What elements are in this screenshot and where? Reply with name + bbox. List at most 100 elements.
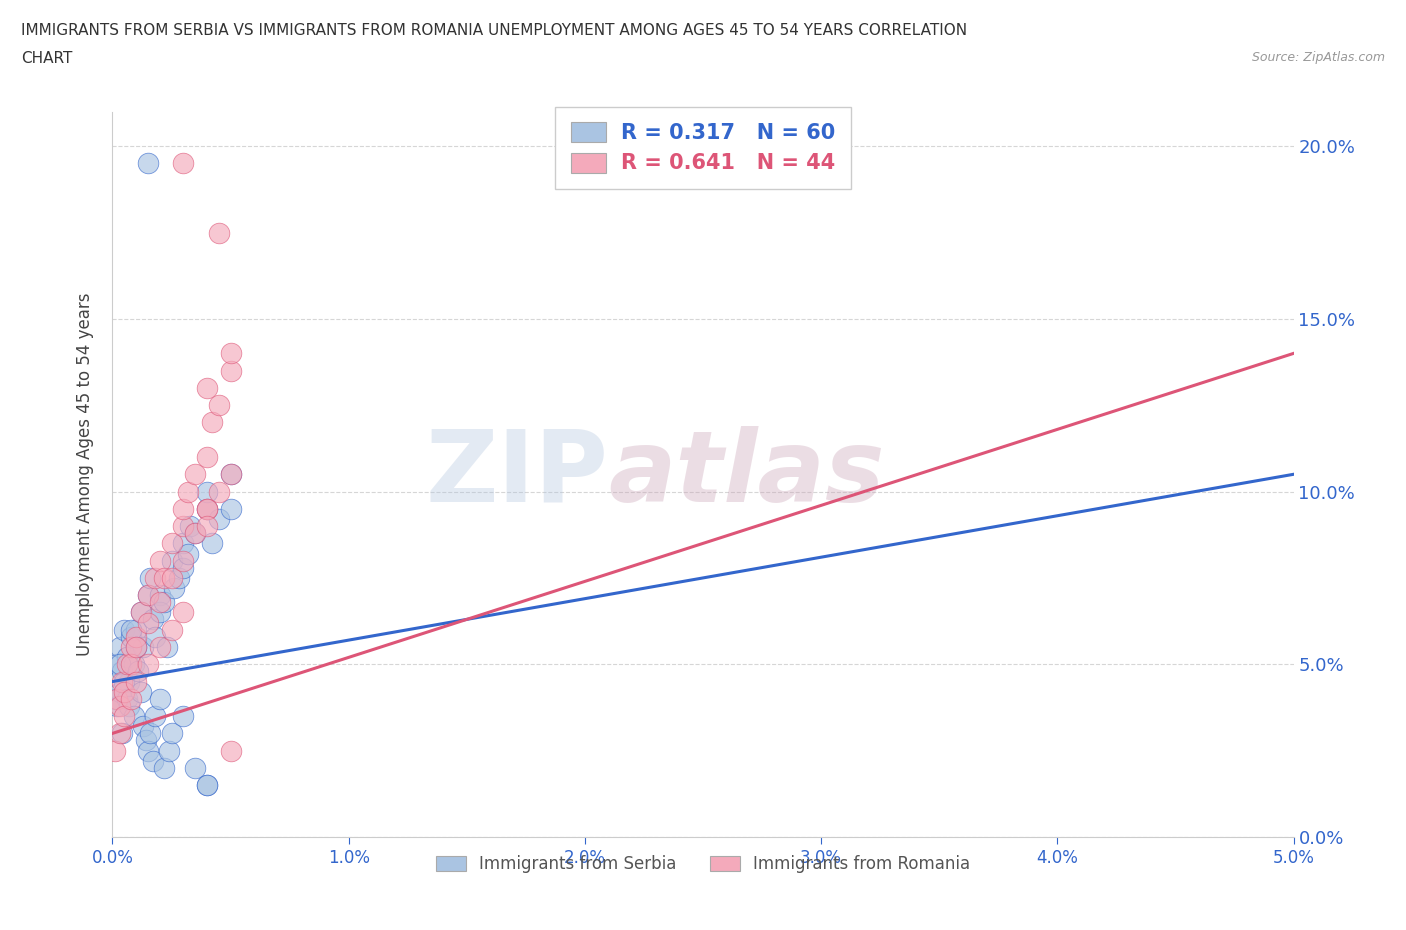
Point (125, 622, 148, 637)
Point (115, 657, 138, 671)
Point (136, 743, 159, 758)
Point (143, 709, 166, 724)
Point (142, 612, 165, 627)
Point (143, 570, 166, 585)
Point (172, 560, 194, 575)
Point (112, 674, 135, 689)
Point (139, 570, 162, 585)
Point (105, 691, 128, 706)
Point (105, 698, 128, 713)
Point (104, 743, 127, 758)
Point (135, 733, 157, 748)
Point (208, 225, 231, 240)
Point (122, 657, 145, 671)
Point (177, 485, 200, 499)
Text: IMMIGRANTS FROM SERBIA VS IMMIGRANTS FROM ROMANIA UNEMPLOYMENT AMONG AGES 45 TO : IMMIGRANTS FROM SERBIA VS IMMIGRANTS FRO… (21, 23, 967, 38)
Point (149, 691, 172, 706)
Point (195, 485, 218, 499)
Point (172, 156, 194, 171)
Point (172, 709, 194, 724)
Point (184, 525, 207, 540)
Point (108, 726, 131, 741)
Point (132, 640, 155, 655)
Point (112, 684, 135, 699)
Point (163, 581, 186, 596)
Point (172, 519, 194, 534)
Point (179, 519, 201, 534)
Point (195, 449, 218, 464)
Point (195, 519, 218, 534)
Point (120, 622, 142, 637)
Point (219, 467, 242, 482)
Point (172, 605, 194, 620)
Point (160, 726, 183, 741)
Point (149, 594, 172, 609)
Point (153, 761, 176, 776)
Point (172, 553, 194, 568)
Legend: Immigrants from Serbia, Immigrants from Romania: Immigrants from Serbia, Immigrants from … (429, 848, 977, 880)
Point (115, 691, 138, 706)
Point (136, 588, 159, 603)
Point (208, 398, 231, 413)
Point (118, 698, 141, 713)
Point (184, 761, 207, 776)
Text: CHART: CHART (21, 51, 73, 66)
Point (219, 467, 242, 482)
Point (184, 467, 207, 482)
Point (208, 485, 231, 499)
Point (184, 525, 207, 540)
Point (149, 588, 172, 603)
Point (125, 630, 148, 644)
Point (195, 501, 218, 516)
Point (149, 605, 172, 620)
Point (118, 674, 141, 689)
Point (120, 691, 142, 706)
Point (201, 415, 224, 430)
Point (142, 753, 165, 768)
Y-axis label: Unemployment Among Ages 45 to 54 years: Unemployment Among Ages 45 to 54 years (76, 293, 94, 656)
Point (105, 657, 128, 671)
Point (125, 640, 148, 655)
Point (139, 726, 162, 741)
Point (136, 657, 159, 671)
Point (112, 709, 135, 724)
Point (108, 684, 131, 699)
Text: atlas: atlas (609, 426, 884, 523)
Point (172, 536, 194, 551)
Point (136, 156, 159, 171)
Point (160, 536, 183, 551)
Point (115, 650, 138, 665)
Point (149, 640, 172, 655)
Point (219, 743, 242, 758)
Point (136, 616, 159, 631)
Point (160, 622, 183, 637)
Point (127, 664, 149, 679)
Point (201, 536, 224, 551)
Text: Source: ZipAtlas.com: Source: ZipAtlas.com (1251, 51, 1385, 64)
Point (120, 630, 142, 644)
Point (156, 640, 179, 655)
Point (153, 594, 176, 609)
Point (120, 657, 142, 671)
Point (195, 380, 218, 395)
Point (132, 719, 155, 734)
Point (219, 346, 242, 361)
Point (122, 709, 145, 724)
Point (125, 674, 148, 689)
Point (112, 622, 135, 637)
Point (111, 664, 134, 679)
Point (149, 553, 172, 568)
Point (104, 691, 127, 706)
Point (160, 570, 183, 585)
Point (167, 570, 190, 585)
Point (111, 726, 134, 741)
Point (172, 501, 194, 516)
Point (108, 698, 131, 713)
Point (129, 605, 152, 620)
Point (160, 553, 183, 568)
Point (111, 674, 134, 689)
Point (157, 743, 180, 758)
Point (195, 501, 218, 516)
Point (208, 512, 231, 526)
Point (153, 570, 176, 585)
